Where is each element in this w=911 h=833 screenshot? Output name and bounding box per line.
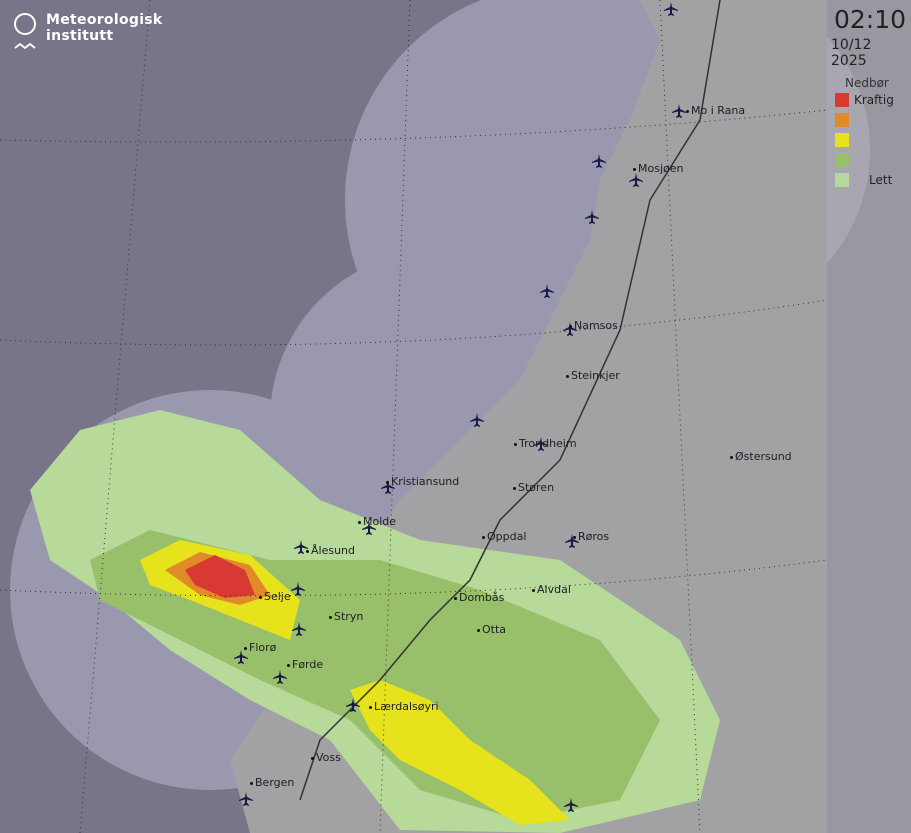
place-label: Østersund [730,450,792,463]
place-label: Kristiansund [386,475,459,488]
precipitation [30,410,720,833]
place-label: Lærdalsøyri [369,700,439,713]
airplane-icon [234,650,248,664]
place-label: Selje [259,590,291,603]
place-label: Namsos [569,319,618,332]
airplane-icon [664,2,678,16]
legend-label: Lett [869,173,893,187]
airplane-icon [565,534,579,548]
airplane-icon [540,284,554,298]
brand-name-line2: institutt [46,28,114,44]
timestamp-time: 02:10 [834,5,907,34]
place-label: Oppdal [482,530,526,543]
place-label: Trondheim [514,437,577,450]
place-label: Støren [513,481,554,494]
place-label: Molde [358,515,396,528]
place-label: Dombås [454,591,504,604]
place-label: Bergen [250,776,294,789]
place-label: Otta [477,623,506,636]
airplane-icon [273,670,287,684]
place-label: Mosjøen [633,162,683,175]
legend-swatch [835,133,849,147]
airplane-icon [592,154,606,168]
legend-label: Kraftig [854,93,894,107]
legend-swatch [835,173,849,187]
place-label: Steinkjer [566,369,620,382]
airplane-icon [291,582,305,596]
airplane-icon [239,792,253,806]
airplane-icon [346,698,360,712]
place-label: Mo i Rana [686,104,745,117]
legend-swatch [835,93,849,107]
airplane-icon [564,798,578,812]
timestamp-date: 10/12 2025 [831,37,872,69]
airplane-icon [294,540,308,554]
airplane-icon [629,173,643,187]
brand-name-line1: Meteorologisk [46,12,163,28]
airplane-icon [362,521,376,535]
met-logo-icon [14,13,36,50]
place-label: Førde [287,658,323,671]
place-label: Ålesund [306,544,355,557]
airplane-icon [292,622,306,636]
airplane-icon [672,104,686,118]
met-logo: Meteorologisk institutt [12,12,163,54]
legend-swatch [835,153,849,167]
legend-title: Nedbør [845,76,889,90]
airplane-icon [470,413,484,427]
airplane-icon [585,210,599,224]
place-label: Alvdal [532,583,571,596]
place-label: Røros [573,530,609,543]
legend-swatch [835,113,849,127]
place-label: Florø [244,641,276,654]
place-label: Voss [311,751,341,764]
place-label: Stryn [329,610,363,623]
